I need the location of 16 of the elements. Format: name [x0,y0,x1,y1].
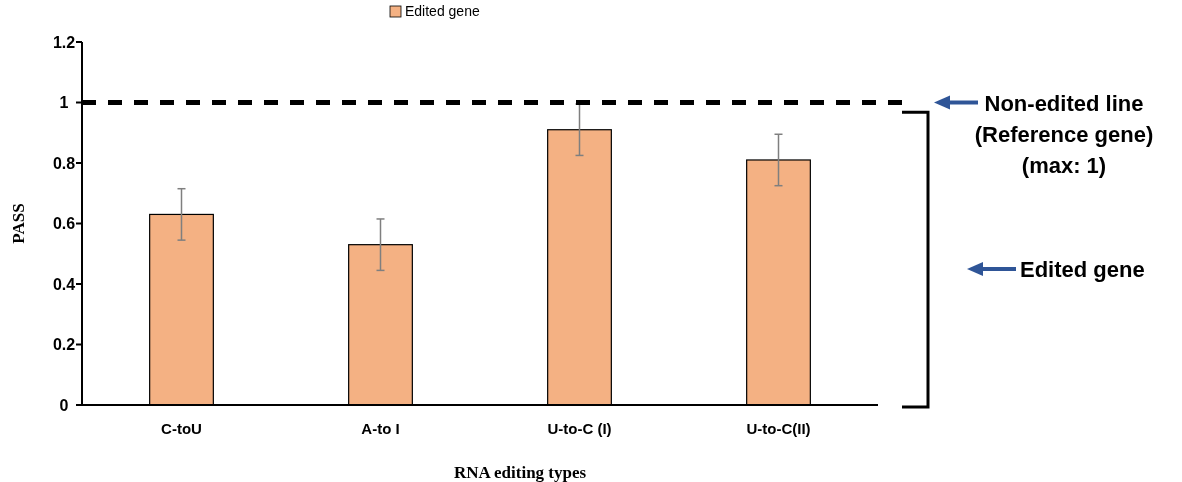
y-tick-label: 0.6 [52,215,76,233]
y-tick-label: 0 [59,396,69,414]
y-axis-title: PASS [9,203,28,244]
ref-line-label: Non-edited line (Reference gene) (max: 1) [974,90,1154,178]
y-tick-label: 0.8 [52,154,76,172]
text: Edited gene [1020,256,1145,282]
y-tick-label: 1.2 [52,33,76,51]
x-axis-title: RNA editing types [453,463,587,482]
x-tick-label: C-toU [161,420,202,437]
x-tick-label: U-to-C (I) [547,420,612,437]
y-tick-label: 1 [59,94,69,112]
y-tick-label: 0.2 [52,336,76,354]
legend-label: Edited gene [405,3,480,19]
x-tick-label: A-to I [361,420,400,437]
x-tick-label: U-to-C(II) [746,420,811,437]
y-tick-label: 0.4 [52,275,76,293]
